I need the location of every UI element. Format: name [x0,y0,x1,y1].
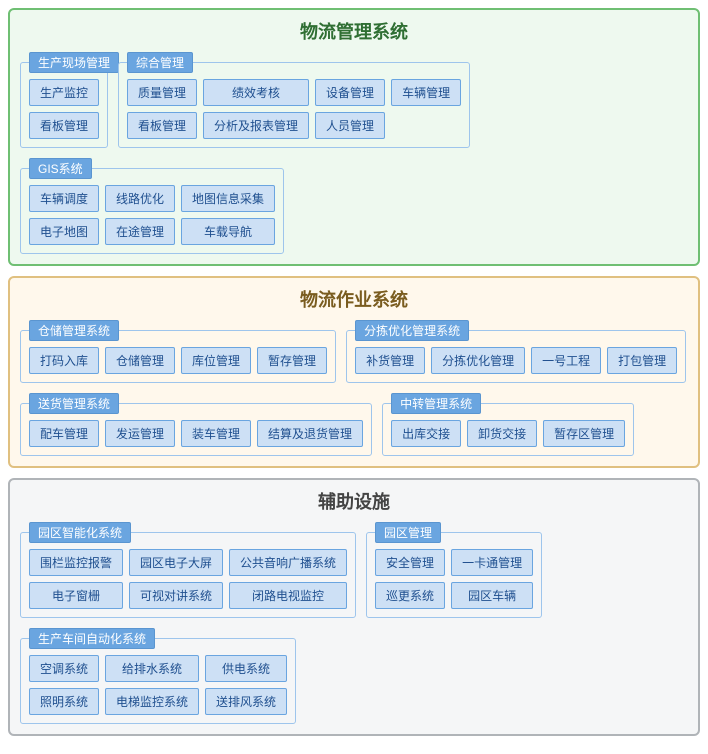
group: 园区管理安全管理一卡通管理巡更系统园区车辆 [366,532,542,618]
group-label: 送货管理系统 [29,393,119,414]
section-title: 物流作业系统 [20,286,688,312]
module-item: 卸货交接 [467,420,537,447]
module-item: 发运管理 [105,420,175,447]
module-item: 人员管理 [315,112,385,139]
module-item: 打码入库 [29,347,99,374]
module-item: 绩效考核 [203,79,309,106]
module-item: 车辆管理 [391,79,461,106]
module-item: 一卡通管理 [451,549,533,576]
module-item: 分析及报表管理 [203,112,309,139]
group: 综合管理质量管理绩效考核设备管理车辆管理看板管理分析及报表管理人员管理 [118,62,470,148]
items-container: 配车管理发运管理装车管理结算及退货管理 [29,420,363,447]
group-label: 分拣优化管理系统 [355,320,469,341]
module-item: 一号工程 [531,347,601,374]
module-item: 配车管理 [29,420,99,447]
section-title: 辅助设施 [20,488,688,514]
module-item: 生产监控 [29,79,99,106]
module-item: 公共音响广播系统 [229,549,347,576]
section: 物流作业系统仓储管理系统打码入库仓储管理库位管理暂存管理分拣优化管理系统补货管理… [8,276,700,468]
module-item: 安全管理 [375,549,445,576]
group: 生产车间自动化系统空调系统给排水系统供电系统照明系统电梯监控系统送排风系统 [20,638,296,724]
module-item: 照明系统 [29,688,99,715]
module-item: 园区电子大屏 [129,549,223,576]
module-item: 送排风系统 [205,688,287,715]
group-label: 园区管理 [375,522,441,543]
items-container: 空调系统给排水系统供电系统照明系统电梯监控系统送排风系统 [29,655,287,715]
section: 辅助设施园区智能化系统围栏监控报警园区电子大屏公共音响广播系统电子窗栅可视对讲系… [8,478,700,736]
module-item: 车载导航 [181,218,275,245]
module-item: 装车管理 [181,420,251,447]
module-item: 质量管理 [127,79,197,106]
items-container: 出库交接卸货交接暂存区管理 [391,420,625,447]
module-item: 线路优化 [105,185,175,212]
module-item: 分拣优化管理 [431,347,525,374]
module-item: 看板管理 [127,112,197,139]
module-item: 补货管理 [355,347,425,374]
group-label: 仓储管理系统 [29,320,119,341]
groups-row: 生产现场管理生产监控看板管理综合管理质量管理绩效考核设备管理车辆管理看板管理分析… [20,52,688,254]
items-container: 补货管理分拣优化管理一号工程打包管理 [355,347,677,374]
group: GIS系统车辆调度线路优化地图信息采集电子地图在途管理车载导航 [20,168,284,254]
section: 物流管理系统生产现场管理生产监控看板管理 综合管理质量管理绩效考核设备管理车辆管理… [8,8,700,266]
module-item: 暂存区管理 [543,420,625,447]
items-container: 打码入库仓储管理库位管理暂存管理 [29,347,327,374]
items-container: 生产监控看板管理 [29,79,99,139]
group: 仓储管理系统打码入库仓储管理库位管理暂存管理 [20,330,336,383]
module-item: 巡更系统 [375,582,445,609]
group: 送货管理系统配车管理发运管理装车管理结算及退货管理 [20,403,372,456]
module-item: 在途管理 [105,218,175,245]
module-item: 打包管理 [607,347,677,374]
items-container: 安全管理一卡通管理巡更系统园区车辆 [375,549,533,609]
groups-row: 园区智能化系统围栏监控报警园区电子大屏公共音响广播系统电子窗栅可视对讲系统闭路电… [20,522,688,724]
module-item: 出库交接 [391,420,461,447]
module-item: 电子地图 [29,218,99,245]
module-item: 可视对讲系统 [129,582,223,609]
group-label: 综合管理 [127,52,193,73]
groups-row: 仓储管理系统打码入库仓储管理库位管理暂存管理分拣优化管理系统补货管理分拣优化管理… [20,320,688,456]
diagram-root: 物流管理系统生产现场管理生产监控看板管理 综合管理质量管理绩效考核设备管理车辆管理… [8,8,700,736]
module-item: 电梯监控系统 [105,688,199,715]
module-item: 空调系统 [29,655,99,682]
module-item: 仓储管理 [105,347,175,374]
module-item: 电子窗栅 [29,582,123,609]
module-item: 地图信息采集 [181,185,275,212]
group: 园区智能化系统围栏监控报警园区电子大屏公共音响广播系统电子窗栅可视对讲系统闭路电… [20,532,356,618]
group: 生产现场管理生产监控看板管理 [20,62,108,148]
group-label: 生产车间自动化系统 [29,628,155,649]
group-label: GIS系统 [29,158,92,179]
module-item: 设备管理 [315,79,385,106]
module-item: 给排水系统 [105,655,199,682]
module-item: 看板管理 [29,112,99,139]
module-item: 围栏监控报警 [29,549,123,576]
module-item: 闭路电视监控 [229,582,347,609]
section-title: 物流管理系统 [20,18,688,44]
items-container: 车辆调度线路优化地图信息采集电子地图在途管理车载导航 [29,185,275,245]
group: 中转管理系统出库交接卸货交接暂存区管理 [382,403,634,456]
items-container: 质量管理绩效考核设备管理车辆管理看板管理分析及报表管理人员管理 [127,79,461,139]
module-item: 车辆调度 [29,185,99,212]
group-label: 生产现场管理 [29,52,119,73]
group-label: 园区智能化系统 [29,522,131,543]
module-item: 库位管理 [181,347,251,374]
module-item: 园区车辆 [451,582,533,609]
group-label: 中转管理系统 [391,393,481,414]
module-item: 暂存管理 [257,347,327,374]
group: 分拣优化管理系统补货管理分拣优化管理一号工程打包管理 [346,330,686,383]
module-item: 结算及退货管理 [257,420,363,447]
items-container: 围栏监控报警园区电子大屏公共音响广播系统电子窗栅可视对讲系统闭路电视监控 [29,549,347,609]
module-item: 供电系统 [205,655,287,682]
